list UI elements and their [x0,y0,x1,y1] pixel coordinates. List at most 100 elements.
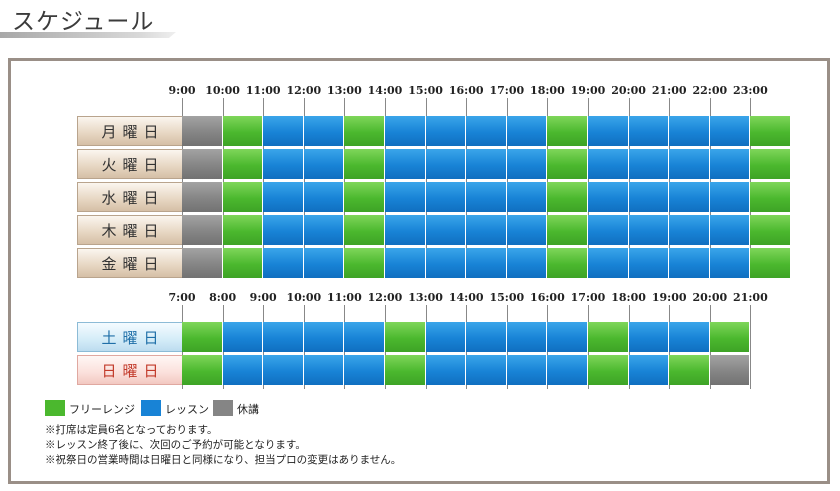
schedule-cell-free [344,215,385,245]
legend-label: レッスン [165,403,209,416]
schedule-cell-closed [182,116,223,146]
time-label: 23:00 [733,84,768,97]
time-label: 13:00 [327,84,362,97]
time-label: 11:00 [327,291,362,304]
schedule-cell-lesson [669,248,710,278]
time-label: 20:00 [611,84,646,97]
schedule-cell-free [588,322,629,352]
schedule-cell-lesson [466,215,507,245]
schedule-cell-lesson [385,149,426,179]
schedule-cell-lesson [304,248,344,278]
note-text: ※レッスン終了後に、次回のご予約が可能となります。 [45,439,306,451]
schedule-cell-lesson [263,116,304,146]
time-label: 13:00 [408,291,443,304]
time-label: 8:00 [209,291,237,304]
time-tick [750,305,751,389]
schedule-cell-lesson [588,248,629,278]
day-label: 月曜日 [77,116,189,146]
schedule-cell-free [344,149,385,179]
time-label: 16:00 [448,84,484,97]
schedule-cell-free [588,355,629,385]
time-label: 17:00 [570,291,606,304]
schedule-cell-lesson [466,355,507,385]
schedule-cell-lesson [304,182,344,212]
schedule-cell-free [182,322,223,352]
schedule-cell-lesson [629,355,669,385]
legend-swatch-lesson [141,400,161,416]
schedule-cell-lesson [466,149,507,179]
schedule-cell-lesson [385,182,426,212]
schedule-cell-lesson [344,355,385,385]
schedule-cell-free [547,215,588,245]
schedule-cell-free [547,149,588,179]
schedule-cell-lesson [466,116,507,146]
schedule-cell-lesson [507,149,547,179]
schedule-cell-lesson [669,149,710,179]
schedule-cell-free [750,215,791,245]
schedule-cell-free [344,182,385,212]
schedule-cell-lesson [344,322,385,352]
schedule-cell-lesson [629,215,669,245]
schedule-cell-lesson [629,149,669,179]
schedule-cell-lesson [588,215,629,245]
legend-swatch-closed [213,400,233,416]
schedule-cell-lesson [426,322,466,352]
schedule-cell-lesson [263,149,304,179]
schedule-cell-free [223,149,263,179]
schedule-cell-closed [182,248,223,278]
day-label: 火曜日 [77,149,189,179]
time-label: 9:00 [249,291,277,304]
time-label: 14:00 [448,291,484,304]
schedule-cell-free [547,248,588,278]
time-label: 12:00 [367,291,403,304]
schedule-cell-lesson [507,355,547,385]
schedule-cell-lesson [426,248,466,278]
schedule-cell-free [750,182,791,212]
legend-label: 休講 [237,403,259,416]
schedule-cell-lesson [466,322,507,352]
legend-label: フリーレンジ [69,403,135,416]
schedule-cell-lesson [426,182,466,212]
schedule-cell-lesson [426,116,466,146]
schedule-cell-lesson [507,182,547,212]
schedule-cell-lesson [669,322,710,352]
page-heading: スケジュール [0,0,184,40]
schedule-cell-lesson [710,182,750,212]
time-label: 19:00 [570,84,606,97]
schedule-cell-lesson [223,322,263,352]
schedule-cell-free [182,355,223,385]
day-label: 日曜日 [77,355,189,385]
schedule-cell-lesson [710,149,750,179]
schedule-cell-free [547,182,588,212]
schedule-frame: フリーレンジ レッスン 休講 ※打席は定員6名となっております。 ※レッスン終了後に、… [8,58,830,484]
schedule-cell-lesson [466,248,507,278]
schedule-cell-lesson [588,182,629,212]
schedule-cell-lesson [669,116,710,146]
time-label: 20:00 [692,291,728,304]
schedule-cell-lesson [669,182,710,212]
schedule-cell-free [669,355,710,385]
time-label: 15:00 [408,84,443,97]
schedule-cell-free [547,116,588,146]
note-text: ※祝祭日の営業時間は日曜日と同様になり、担当プロの変更はありません。 [45,454,402,466]
time-label: 9:00 [168,84,196,97]
schedule-cell-lesson [385,215,426,245]
schedule-cell-lesson [304,215,344,245]
schedule-cell-free [223,248,263,278]
schedule-cell-lesson [629,182,669,212]
schedule-cell-free [750,248,791,278]
time-label: 21:00 [651,84,687,97]
heading-underline [0,32,176,38]
time-label: 7:00 [168,291,196,304]
schedule-cell-lesson [385,116,426,146]
schedule-cell-lesson [426,355,466,385]
schedule-cell-lesson [710,215,750,245]
schedule-cell-lesson [669,215,710,245]
note-text: ※打席は定員6名となっております。 [45,424,218,436]
time-label: 10:00 [286,291,322,304]
schedule-cell-lesson [588,149,629,179]
schedule-cell-lesson [304,322,344,352]
day-label: 木曜日 [77,215,189,245]
schedule-cell-lesson [710,248,750,278]
schedule-cell-lesson [507,322,547,352]
